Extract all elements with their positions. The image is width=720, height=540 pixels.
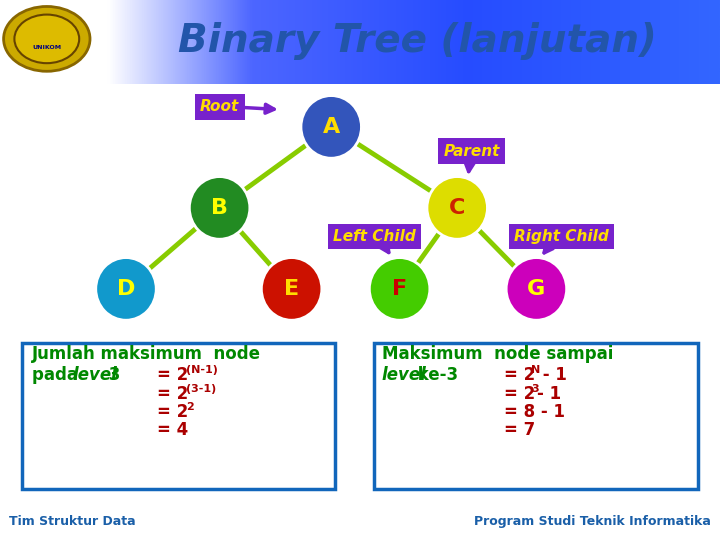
Text: = 7: = 7: [504, 421, 535, 439]
Text: Maksimum  node sampai: Maksimum node sampai: [382, 345, 613, 363]
Text: B: B: [211, 198, 228, 218]
Text: UNIKOM: UNIKOM: [32, 45, 61, 50]
Text: Left Child: Left Child: [333, 229, 415, 244]
Text: N: N: [531, 365, 541, 375]
Text: = 2: = 2: [504, 384, 535, 402]
Text: = 2: = 2: [157, 384, 188, 402]
Text: = 4: = 4: [157, 421, 188, 439]
Text: D: D: [117, 279, 135, 299]
Text: Tim Struktur Data: Tim Struktur Data: [9, 515, 135, 528]
FancyBboxPatch shape: [22, 343, 335, 489]
Text: pada: pada: [32, 366, 84, 384]
Text: Root: Root: [200, 99, 239, 114]
Text: ke-3: ke-3: [412, 366, 458, 384]
Circle shape: [4, 6, 90, 71]
Text: Right Child: Right Child: [514, 229, 609, 244]
Text: 3: 3: [531, 383, 539, 394]
Text: F: F: [392, 279, 408, 299]
Ellipse shape: [506, 258, 567, 320]
Text: Program Studi Teknik Informatika: Program Studi Teknik Informatika: [474, 515, 711, 528]
Ellipse shape: [189, 177, 250, 239]
Text: 3: 3: [103, 366, 120, 384]
Text: = 2: = 2: [157, 366, 188, 384]
Text: Parent: Parent: [444, 144, 500, 159]
Text: level: level: [72, 366, 117, 384]
Text: (N-1): (N-1): [186, 365, 217, 375]
Text: 2: 2: [186, 402, 194, 412]
Ellipse shape: [96, 258, 156, 320]
Circle shape: [14, 15, 79, 63]
Text: - 1: - 1: [537, 384, 562, 402]
Text: E: E: [284, 279, 300, 299]
Text: (3-1): (3-1): [186, 383, 216, 394]
Ellipse shape: [369, 258, 430, 320]
Text: Binary Tree (lanjutan): Binary Tree (lanjutan): [179, 22, 657, 59]
Ellipse shape: [301, 96, 361, 158]
Text: = 8 - 1: = 8 - 1: [504, 403, 565, 421]
Ellipse shape: [427, 177, 487, 239]
Text: G: G: [527, 279, 546, 299]
Text: Jumlah maksimum  node: Jumlah maksimum node: [32, 345, 261, 363]
FancyBboxPatch shape: [374, 343, 698, 489]
Text: C: C: [449, 198, 465, 218]
Text: A: A: [323, 117, 340, 137]
Text: - 1: - 1: [537, 366, 567, 384]
Text: level: level: [382, 366, 426, 384]
Ellipse shape: [261, 258, 322, 320]
Text: = 2: = 2: [157, 403, 188, 421]
Text: = 2: = 2: [504, 366, 535, 384]
